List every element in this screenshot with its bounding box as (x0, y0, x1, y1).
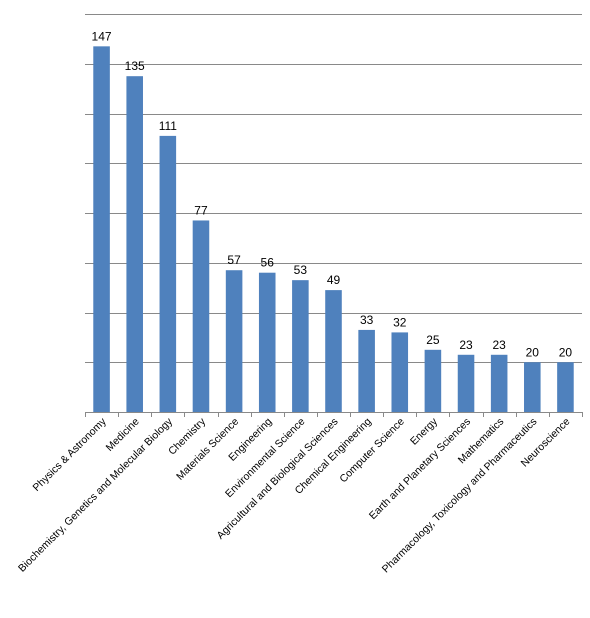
data-label-14: 20 (559, 345, 573, 359)
bar-1 (126, 76, 143, 412)
x-tick-label-10: Energy (408, 415, 441, 448)
x-tick-label-0: Physics & Astronomy (30, 415, 109, 494)
x-tick-label-2: Biochemistry, Genetics and Molecular Bio… (16, 415, 175, 574)
bar-10 (424, 349, 442, 412)
bar-4 (225, 270, 243, 412)
data-label-9: 32 (393, 315, 407, 329)
bar-5 (258, 272, 276, 412)
data-label-1: 135 (125, 59, 145, 73)
data-label-7: 49 (327, 273, 341, 287)
data-label-2: 111 (159, 119, 178, 133)
x-axis (85, 412, 583, 417)
data-label-5: 56 (261, 256, 275, 270)
bar-3 (192, 220, 210, 412)
x-tick-label-7: Agricultural and Biological Sciences (215, 416, 341, 542)
bar-9 (391, 332, 409, 412)
data-label-0: 147 (92, 29, 112, 43)
bars (93, 46, 574, 413)
bar-7 (325, 290, 342, 412)
bar-11 (457, 354, 475, 412)
bar-14 (557, 362, 574, 412)
bar-12 (490, 354, 508, 412)
x-tick-label-13: Pharmacology, Toxicology and Pharmaceuti… (380, 416, 540, 576)
data-label-4: 57 (227, 253, 241, 267)
data-label-12: 23 (492, 338, 506, 352)
bar-0 (93, 46, 110, 413)
data-label-6: 53 (294, 263, 308, 277)
data-labels: 147 135 111 77 57 56 53 49 33 32 25 23 23 20 20 (92, 29, 573, 359)
bar-2 (159, 135, 177, 412)
data-label-3: 77 (194, 203, 208, 217)
x-tick-labels: Physics & AstronomyMedicineBiochemistry,… (16, 415, 573, 575)
data-label-13: 20 (526, 345, 540, 359)
bar-6 (292, 280, 309, 412)
data-label-10: 25 (426, 333, 440, 347)
bar-13 (524, 362, 541, 412)
data-label-8: 33 (360, 313, 374, 327)
bar-8 (358, 329, 375, 412)
data-label-11: 23 (459, 338, 473, 352)
x-tick-label-9: Computer Science (337, 416, 407, 486)
